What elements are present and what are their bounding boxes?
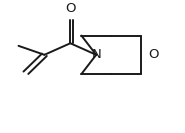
Text: O: O xyxy=(65,2,75,15)
Text: N: N xyxy=(91,48,101,61)
Text: O: O xyxy=(148,48,159,61)
